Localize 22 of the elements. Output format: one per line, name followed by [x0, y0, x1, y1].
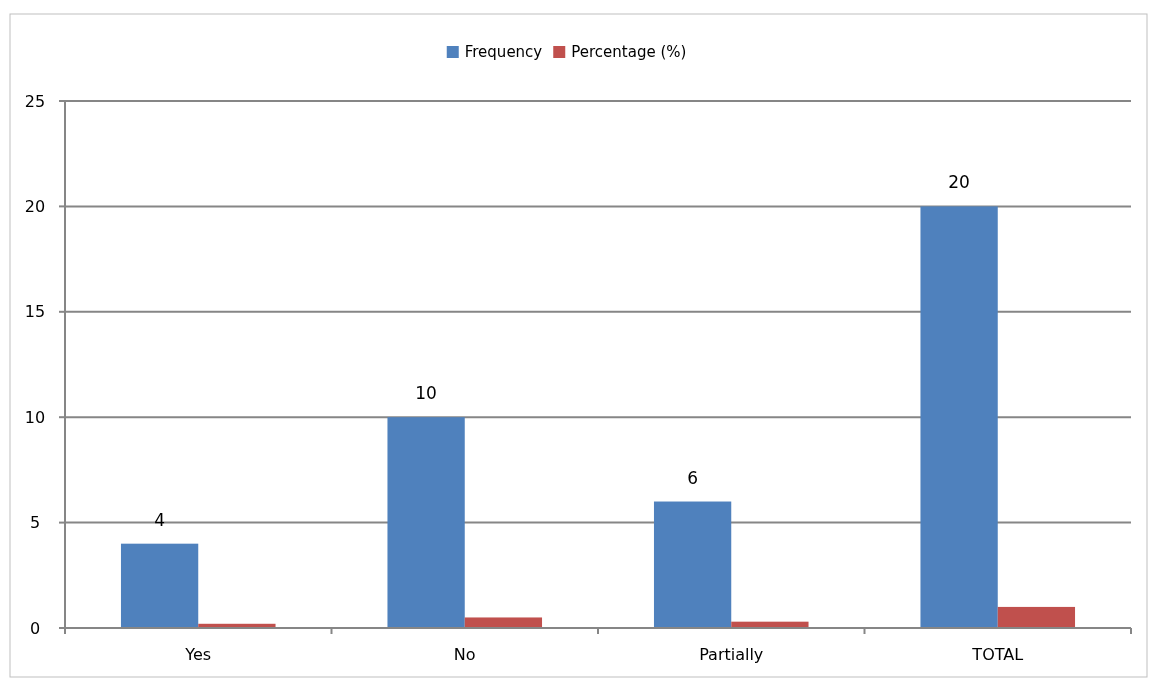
- y-tick-label: 15: [24, 302, 46, 322]
- data-label: 20: [948, 172, 970, 193]
- data-label: 10: [415, 383, 437, 404]
- legend-label: Frequency: [464, 43, 543, 62]
- legend-label: Percentage (%): [571, 43, 687, 62]
- y-tick-label: 10: [24, 407, 46, 427]
- y-tick-label: 20: [24, 197, 46, 216]
- bar: [464, 617, 543, 628]
- bar: [653, 501, 732, 628]
- y-tick-label: 0: [29, 618, 41, 638]
- bar: [920, 206, 998, 628]
- bar: [120, 543, 199, 628]
- y-tick-label: 5: [29, 513, 41, 533]
- x-tick-label: No: [453, 645, 476, 664]
- x-tick-label: TOTAL: [971, 645, 1024, 664]
- bar: [997, 606, 1076, 628]
- x-tick-label: Partially: [699, 645, 764, 664]
- x-tick-label: Yes: [184, 645, 212, 664]
- bar: [387, 417, 465, 628]
- data-label: 4: [154, 509, 166, 530]
- y-tick-label: 25: [24, 91, 46, 111]
- data-label: 6: [687, 467, 699, 488]
